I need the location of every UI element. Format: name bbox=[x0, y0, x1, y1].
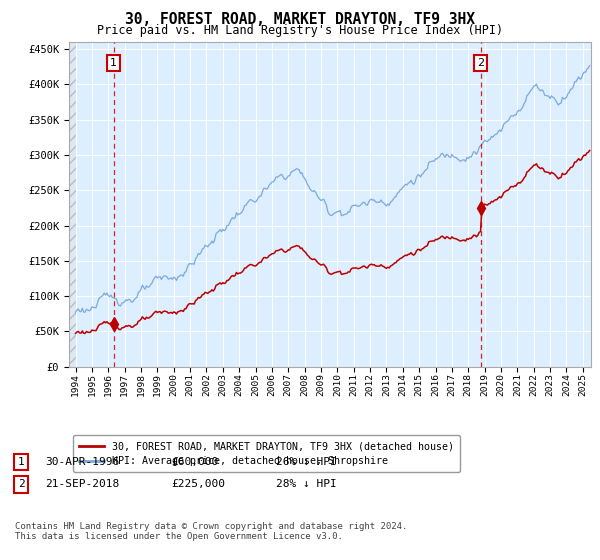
Text: £60,000: £60,000 bbox=[171, 457, 218, 467]
Text: £225,000: £225,000 bbox=[171, 479, 225, 489]
Legend: 30, FOREST ROAD, MARKET DRAYTON, TF9 3HX (detached house), HPI: Average price, d: 30, FOREST ROAD, MARKET DRAYTON, TF9 3HX… bbox=[73, 435, 460, 472]
Text: 1: 1 bbox=[110, 58, 117, 68]
Text: 30, FOREST ROAD, MARKET DRAYTON, TF9 3HX: 30, FOREST ROAD, MARKET DRAYTON, TF9 3HX bbox=[125, 12, 475, 27]
Text: 1: 1 bbox=[17, 457, 25, 467]
Text: Contains HM Land Registry data © Crown copyright and database right 2024.
This d: Contains HM Land Registry data © Crown c… bbox=[15, 522, 407, 542]
Text: Price paid vs. HM Land Registry's House Price Index (HPI): Price paid vs. HM Land Registry's House … bbox=[97, 24, 503, 37]
Text: 2: 2 bbox=[17, 479, 25, 489]
Text: 30-APR-1996: 30-APR-1996 bbox=[45, 457, 119, 467]
Text: 28% ↓ HPI: 28% ↓ HPI bbox=[276, 479, 337, 489]
Text: 2: 2 bbox=[477, 58, 484, 68]
Bar bbox=[69, 42, 76, 367]
Text: 21-SEP-2018: 21-SEP-2018 bbox=[45, 479, 119, 489]
Text: 26% ↓ HPI: 26% ↓ HPI bbox=[276, 457, 337, 467]
